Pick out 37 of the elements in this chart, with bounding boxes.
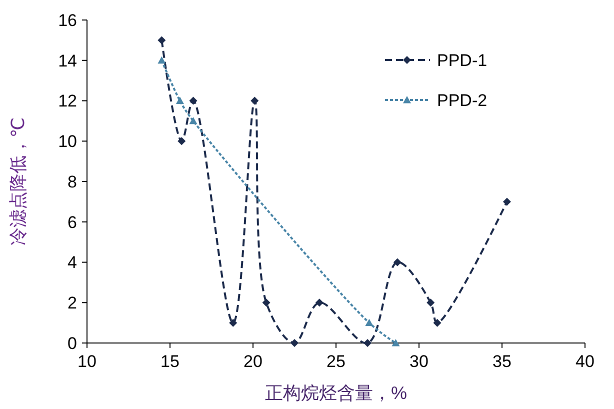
point: [426, 298, 435, 307]
point: [189, 96, 198, 105]
point: [250, 96, 259, 105]
point: [229, 318, 238, 327]
x-tick-label: 40: [576, 352, 594, 371]
point: [392, 339, 400, 346]
x-axis-title: 正构烷烃含量，%: [264, 383, 408, 403]
y-tick-label: 10: [58, 132, 77, 152]
y-tick-label: 4: [68, 253, 77, 272]
x-tick-label: 15: [160, 352, 180, 371]
x-tick-label: 30: [410, 352, 428, 371]
point: [178, 137, 186, 146]
point: [393, 258, 402, 266]
y-tick-label: 6: [68, 212, 77, 232]
y-tick-label: 12: [58, 92, 77, 111]
point: [365, 318, 374, 326]
x-tick-label: 25: [326, 352, 346, 371]
point: [158, 36, 166, 44]
point: [502, 198, 511, 206]
y-tick-label: 2: [68, 294, 77, 313]
point: [364, 339, 372, 347]
y-axis-title: 冷滤点降低，℃: [8, 117, 28, 246]
point: [433, 318, 442, 327]
point: [158, 56, 166, 64]
point: [290, 339, 298, 347]
y-tick-label: 16: [58, 10, 77, 30]
x-tick-label: 20: [244, 352, 262, 371]
y-tick-label: 8: [68, 172, 77, 192]
legend-label: PPD-2: [437, 90, 488, 110]
point: [262, 298, 270, 307]
point: [315, 298, 324, 307]
point: [189, 116, 198, 124]
point: [176, 96, 184, 104]
y-tick-label: 14: [58, 51, 77, 70]
x-tick-label: 35: [492, 352, 512, 371]
y-tick-label: 0: [68, 334, 77, 353]
legend-label: PPD-1: [437, 50, 488, 70]
